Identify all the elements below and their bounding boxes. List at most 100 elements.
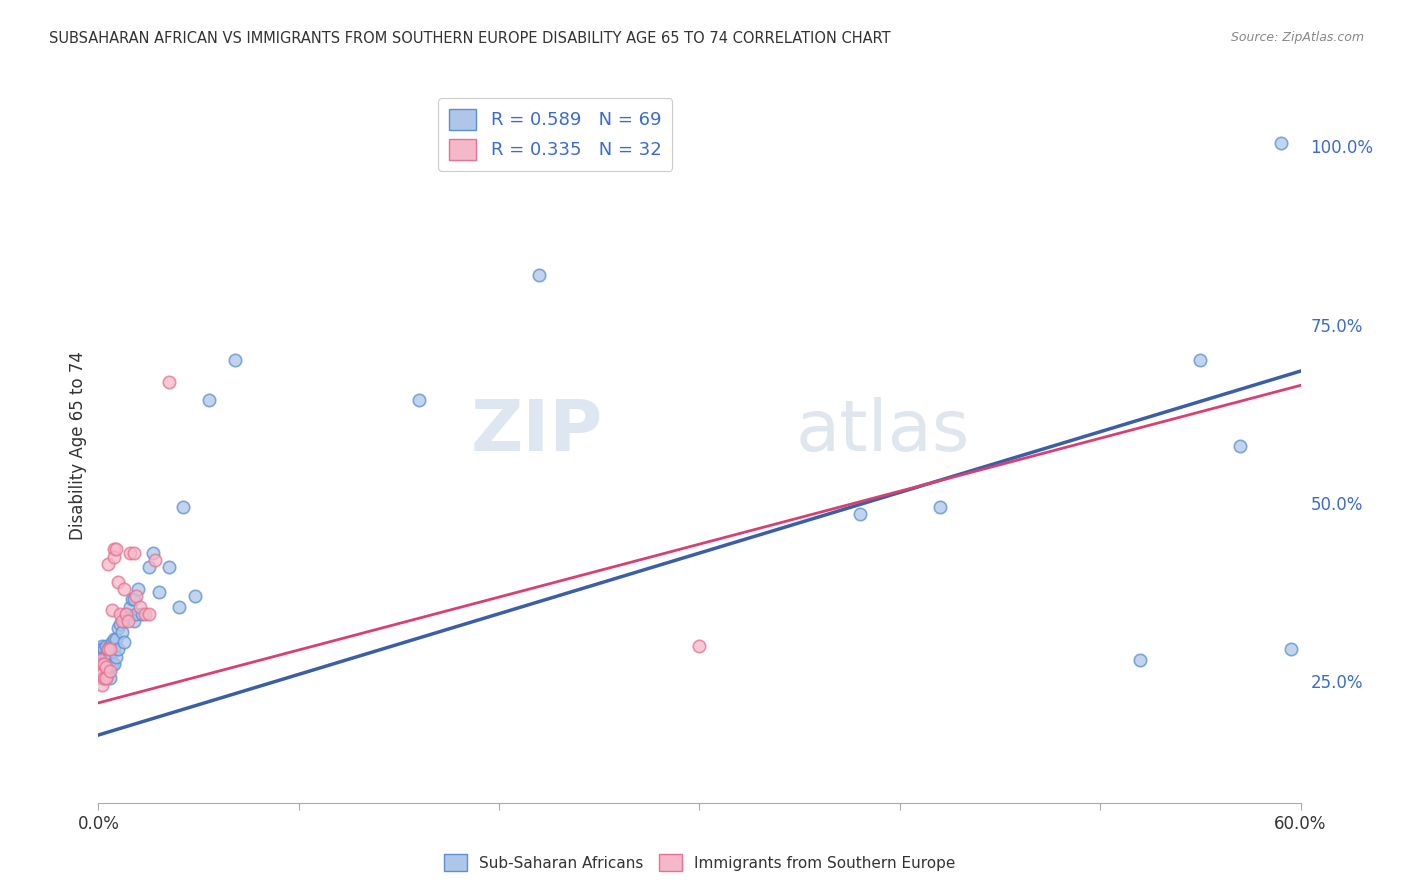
Point (97, 653, 120, 667)
Point (93, 642, 115, 657)
Point (103, 657, 125, 671)
Point (91, 667, 114, 681)
Point (89, 649, 111, 664)
Point (111, 614, 134, 628)
Point (91, 667, 114, 681)
Point (101, 635, 124, 649)
Point (124, 614, 146, 628)
Point (96, 660, 118, 674)
Point (101, 603, 124, 617)
Point (97, 557, 120, 571)
Point (91, 678, 114, 692)
Point (1229, 439, 1251, 453)
Point (117, 610, 139, 624)
Point (91, 660, 114, 674)
Point (110, 607, 132, 621)
Point (120, 546, 142, 560)
Point (120, 599, 142, 614)
Point (97, 642, 120, 657)
Point (115, 607, 138, 621)
Point (129, 599, 152, 614)
Point (138, 560, 160, 574)
Point (103, 542, 125, 557)
Point (105, 649, 128, 664)
Point (96, 660, 118, 674)
Point (96, 639, 118, 653)
Point (125, 589, 148, 603)
Point (929, 500, 952, 514)
Point (91, 649, 114, 664)
Point (157, 560, 180, 574)
Point (107, 642, 129, 657)
Point (91, 657, 114, 671)
Point (96, 671, 118, 685)
Point (1279, 642, 1302, 657)
Point (91, 671, 114, 685)
Point (100, 642, 122, 657)
Point (93, 657, 115, 671)
Point (849, 507, 872, 521)
Point (103, 632, 125, 646)
Point (89, 653, 111, 667)
Point (96, 671, 118, 685)
Point (121, 592, 143, 607)
Point (124, 592, 146, 607)
Point (183, 589, 205, 603)
Point (224, 353, 246, 368)
Point (141, 546, 163, 560)
Point (93, 649, 115, 664)
Point (89, 642, 111, 657)
Point (114, 614, 136, 628)
Legend: Sub-Saharan Africans, Immigrants from Southern Europe: Sub-Saharan Africans, Immigrants from So… (437, 848, 962, 877)
Point (110, 617, 132, 632)
Point (91, 639, 114, 653)
Point (96, 649, 118, 664)
Point (93, 671, 115, 685)
Point (101, 657, 124, 671)
Point (100, 671, 122, 685)
Point (124, 546, 146, 560)
Point (100, 639, 122, 653)
Point (107, 621, 129, 635)
Point (89, 653, 111, 667)
Point (103, 549, 125, 564)
Point (148, 585, 170, 599)
Point (167, 599, 190, 614)
Point (105, 542, 128, 557)
Point (103, 642, 125, 657)
Point (93, 671, 115, 685)
Point (172, 500, 194, 514)
Point (143, 553, 166, 567)
Point (138, 607, 160, 621)
Point (128, 582, 150, 596)
Point (529, 268, 551, 282)
Text: SUBSAHARAN AFRICAN VS IMMIGRANTS FROM SOUTHERN EUROPE DISABILITY AGE 65 TO 74 CO: SUBSAHARAN AFRICAN VS IMMIGRANTS FROM SO… (49, 31, 891, 46)
Point (131, 607, 153, 621)
Point (114, 635, 136, 649)
Point (114, 582, 136, 596)
Point (97, 642, 120, 657)
Y-axis label: Disability Age 65 to 74: Disability Age 65 to 74 (69, 351, 87, 541)
Point (89, 657, 111, 671)
Point (100, 649, 122, 664)
Point (97, 667, 120, 681)
Point (89, 664, 111, 678)
Point (689, 639, 711, 653)
Point (91, 642, 114, 657)
Point (1129, 653, 1152, 667)
Point (408, 392, 430, 407)
Text: atlas: atlas (796, 397, 970, 467)
Point (111, 624, 134, 639)
Point (100, 664, 122, 678)
Point (115, 607, 138, 621)
Point (197, 392, 219, 407)
Point (125, 607, 148, 621)
Point (1270, 136, 1292, 150)
Point (107, 574, 129, 589)
Text: Source: ZipAtlas.com: Source: ZipAtlas.com (1230, 31, 1364, 45)
Point (93, 664, 115, 678)
Point (93, 657, 115, 671)
Point (105, 632, 128, 646)
Point (91, 664, 114, 678)
Text: ZIP: ZIP (471, 397, 603, 467)
